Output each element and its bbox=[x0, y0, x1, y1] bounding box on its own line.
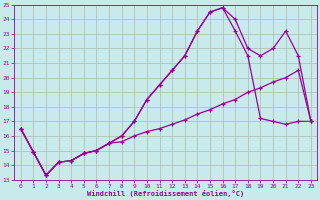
X-axis label: Windchill (Refroidissement éolien,°C): Windchill (Refroidissement éolien,°C) bbox=[87, 190, 244, 197]
